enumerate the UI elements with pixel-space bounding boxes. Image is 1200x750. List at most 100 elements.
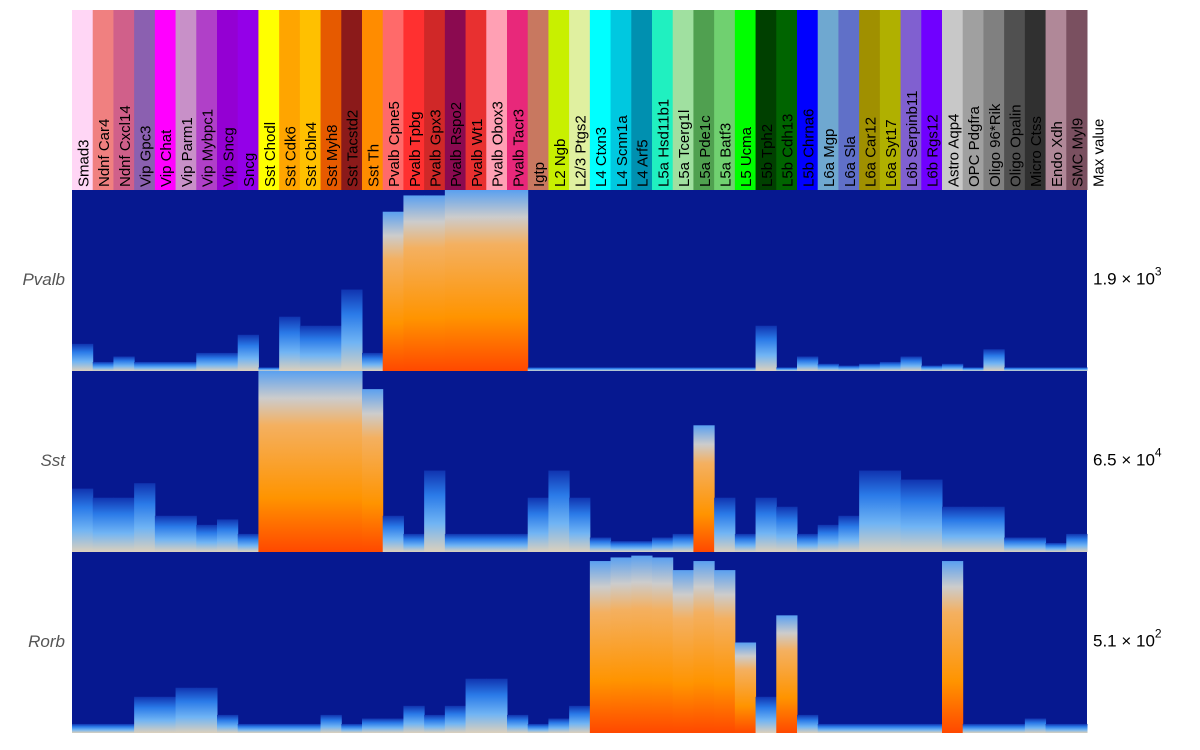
expression-bar [113,723,135,733]
column-label: Vip Chat [158,129,175,187]
expression-bar [900,479,922,552]
column-header [134,10,156,190]
expression-bar [631,555,653,733]
expression-bar [693,425,715,552]
expression-bar [1024,718,1047,733]
expression-bar [1024,537,1047,552]
column-label: SMC Myl9 [1070,118,1087,187]
expression-bar [320,371,342,552]
expression-bar [444,705,467,733]
expression-bar [134,483,156,552]
expression-bar [859,723,881,733]
column-header [1066,10,1088,190]
expression-bar [486,533,508,552]
expression-bar [320,714,342,733]
expression-bar [465,533,487,552]
max-value-label: 1.9 × 103 [1093,265,1162,289]
row-label: Pvalb [22,270,65,289]
expression-bar [403,533,425,552]
expression-bar [817,363,839,371]
column-header [714,10,736,190]
max-value-mantissa: 1.9 × 10 [1093,270,1155,289]
expression-bar [797,533,819,552]
column-header [196,10,218,190]
expression-bar [652,537,674,552]
column-header [569,10,591,190]
column-label: Astro Aqp4 [945,114,962,187]
expression-bar [154,361,177,371]
column-header [776,10,798,190]
column-label: Smad3 [75,139,92,187]
expression-bar [797,356,819,371]
expression-bar [962,367,984,371]
expression-bar [72,723,94,733]
column-label: L6a Car12 [863,117,880,187]
column-header [341,10,363,190]
expression-bar [921,479,943,552]
column-header [900,10,922,190]
column-header [1024,10,1047,190]
expression-bar [672,533,694,552]
column-label: Ndnf Car4 [96,119,113,187]
expression-bar [983,723,1005,733]
column-header [1045,10,1067,190]
expression-bar [838,515,860,552]
column-header [527,10,549,190]
expression-bar [569,367,591,371]
expression-bar [154,515,177,552]
expression-bar [569,497,591,552]
column-header [320,10,342,190]
expression-bar [610,557,632,733]
expression-bar [610,541,632,552]
column-label: L5a Batf3 [718,123,735,187]
expression-bar [113,497,135,552]
column-label: Sst Tacstd2 [345,110,362,187]
expression-bar [299,325,322,371]
expression-bar [714,570,736,733]
column-header [755,10,777,190]
column-label: L6b Rgs12 [925,114,942,187]
max-value-exponent: 4 [1155,446,1162,460]
column-label: L5b Cdh13 [780,114,797,187]
expression-bar [237,334,259,371]
expression-bar [175,515,197,552]
expression-bar [817,723,839,733]
expression-bar [714,497,736,552]
column-label: Pvalb Cpne5 [386,101,403,187]
expression-bar [217,519,239,552]
column-label: Micro Ctss [1028,116,1045,187]
expression-bar [1004,367,1026,371]
column-label: Endo Xdh [1049,121,1066,187]
expression-bar [1066,723,1088,733]
expression-bar [217,714,239,733]
expression-bar [983,349,1005,371]
expression-bar [237,533,259,552]
expression-bar [320,325,342,371]
expression-bar [942,561,964,733]
column-label: Vip Parm1 [179,117,196,187]
column-label: L5a Hsd11b1 [655,99,672,187]
expression-bar [444,190,467,371]
expression-bar [1004,537,1026,552]
column-label: Sst Myh8 [324,124,341,187]
expression-bar [154,696,177,733]
column-label: Pvalb Gpx3 [428,109,445,187]
expression-bar [942,363,964,371]
column-label: Sst Th [365,144,382,187]
column-label: Vip Sncg [220,127,237,187]
expression-bar [382,515,404,552]
expression-bar [838,365,860,371]
expression-bar [175,687,197,733]
expression-bar [341,289,363,371]
expression-bar [983,506,1005,552]
expression-bar [734,642,757,733]
expression-bar [134,696,156,733]
column-header [797,10,819,190]
expression-bar [672,367,694,371]
max-value-mantissa: 5.1 × 10 [1093,632,1155,651]
expression-bar [589,537,612,552]
expression-bar [569,705,591,733]
expression-bar [1024,367,1047,371]
column-label: Max value [1090,119,1107,187]
expression-bar [527,367,549,371]
